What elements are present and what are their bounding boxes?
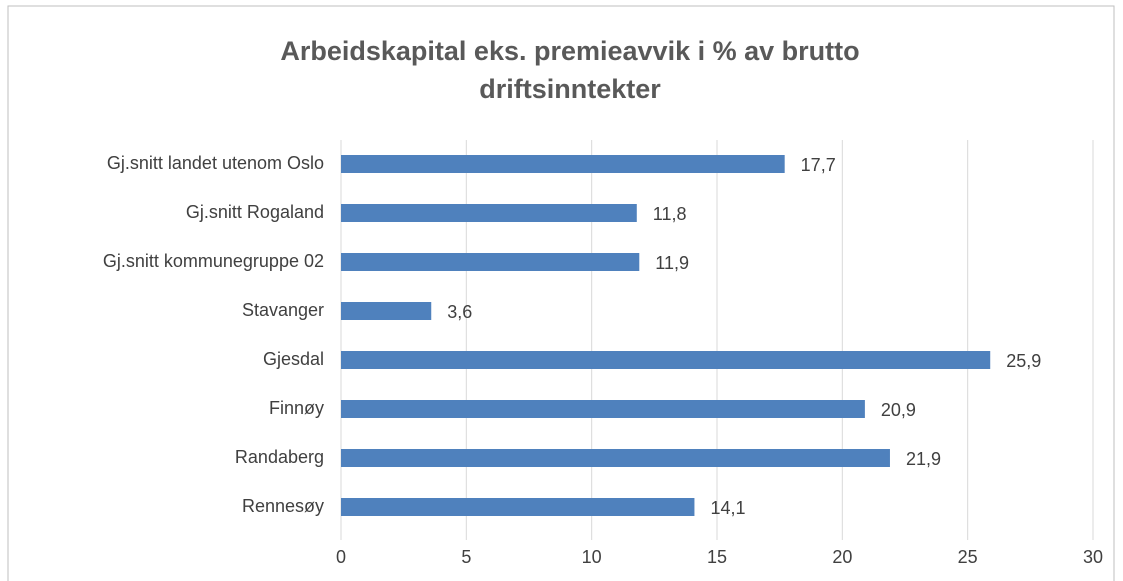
y-tick-label: Finnøy	[269, 398, 324, 418]
bar	[341, 498, 695, 516]
bar	[341, 253, 640, 271]
chart-border	[7, 5, 1115, 581]
value-label: 25,9	[1006, 351, 1041, 371]
y-tick-label: Randaberg	[235, 447, 324, 467]
chart-title: Arbeidskapital eks. premieavvik i % av b…	[280, 36, 860, 104]
value-label: 17,7	[801, 155, 836, 175]
bar	[341, 204, 637, 222]
value-label: 20,9	[881, 400, 916, 420]
bar	[341, 302, 432, 320]
y-tick-label: Rennesøy	[242, 496, 324, 516]
value-label: 21,9	[906, 449, 941, 469]
y-tick-label: Gj.snitt kommunegruppe 02	[103, 251, 324, 271]
bar	[341, 400, 865, 418]
y-tick-label: Gj.snitt landet utenom Oslo	[107, 153, 324, 173]
y-tick-label: Stavanger	[242, 300, 324, 320]
bar	[341, 155, 785, 173]
x-tick-label: 15	[707, 547, 727, 567]
value-label: 11,9	[655, 253, 689, 273]
x-tick-label: 10	[582, 547, 602, 567]
value-label: 11,8	[653, 204, 687, 224]
x-tick-label: 0	[336, 547, 346, 567]
value-label: 3,6	[447, 302, 472, 322]
y-tick-label: Gjesdal	[263, 349, 324, 369]
x-tick-label: 5	[461, 547, 471, 567]
x-tick-label: 30	[1083, 547, 1103, 567]
y-tick-label: Gj.snitt Rogaland	[186, 202, 324, 222]
x-tick-label: 25	[958, 547, 978, 567]
bar	[341, 351, 991, 369]
bar	[341, 449, 890, 467]
x-tick-label: 20	[832, 547, 852, 567]
value-label: 14,1	[710, 498, 745, 518]
